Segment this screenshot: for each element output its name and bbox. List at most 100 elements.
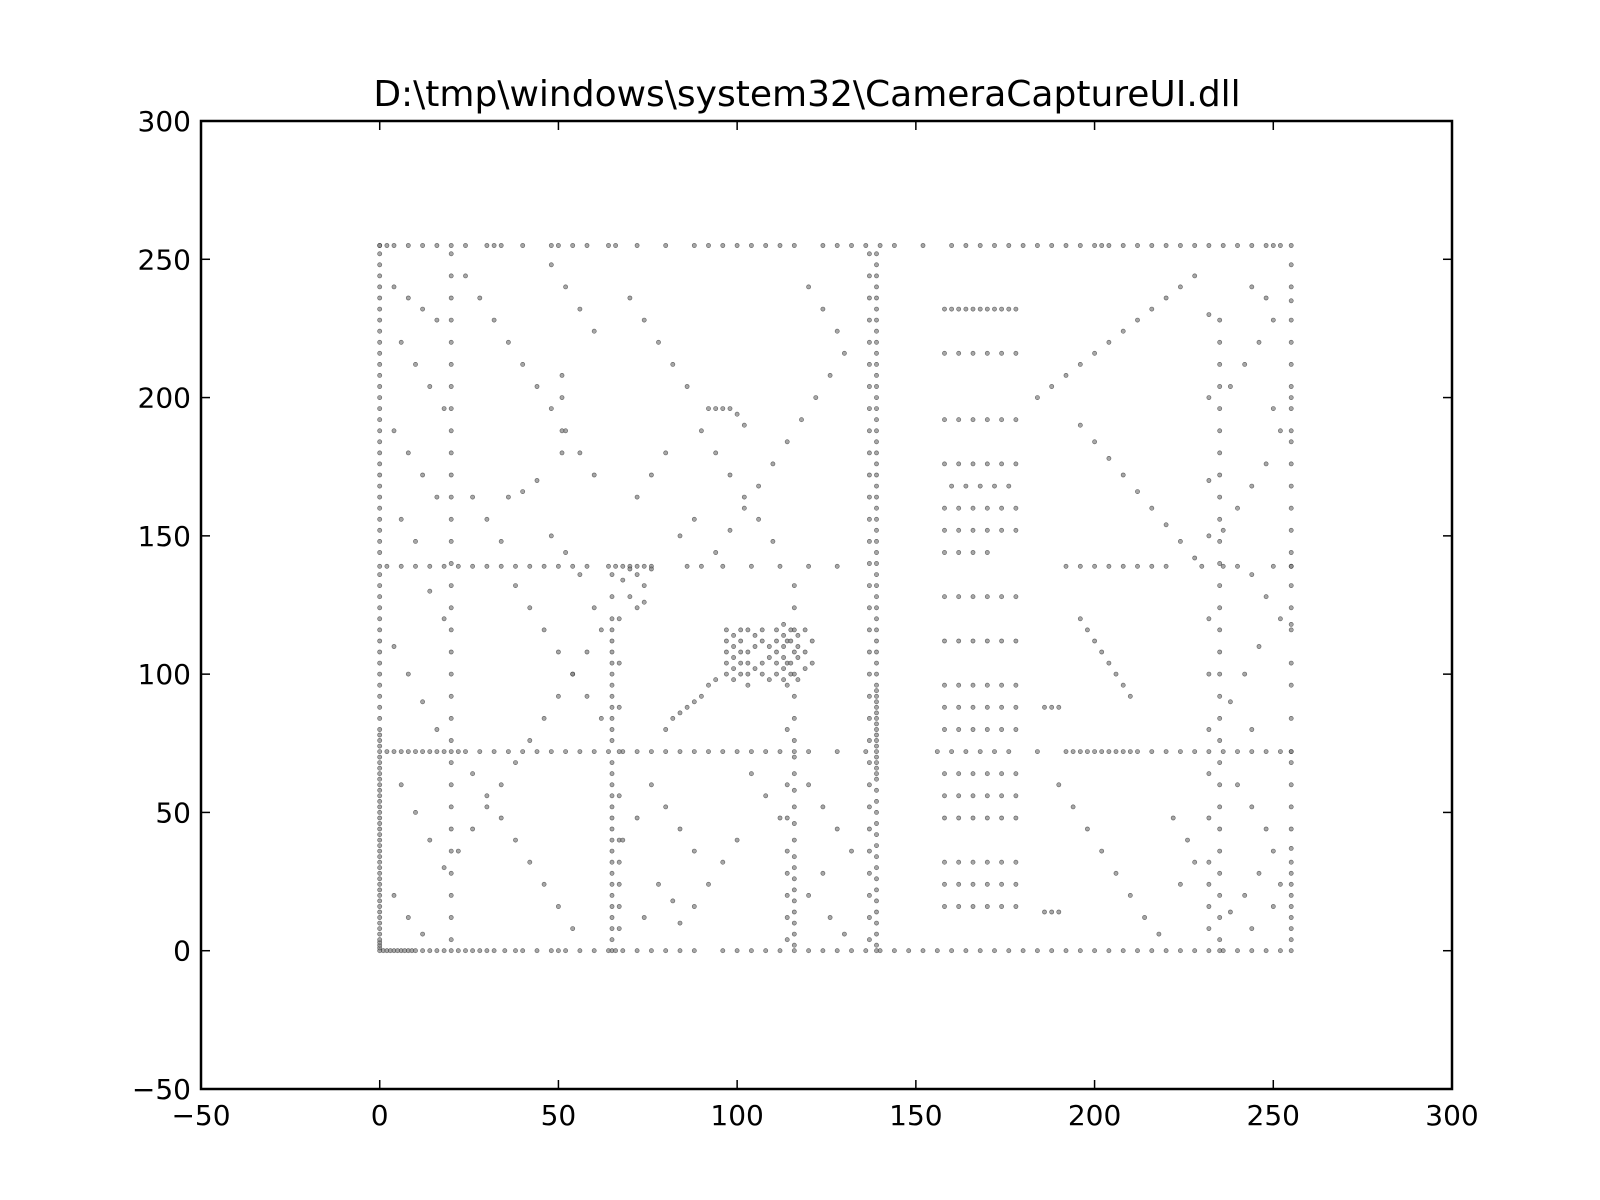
data-point — [867, 649, 872, 655]
data-point — [738, 649, 744, 655]
data-point — [874, 754, 879, 760]
data-point — [874, 716, 879, 721]
data-point — [1035, 243, 1040, 248]
data-point — [867, 406, 872, 411]
data-point — [609, 782, 615, 788]
data-point — [1085, 749, 1090, 754]
data-point — [606, 749, 611, 754]
data-point — [570, 671, 576, 677]
data-point — [956, 682, 962, 688]
data-point — [874, 699, 879, 705]
data-point — [1063, 948, 1069, 954]
data-point — [1288, 926, 1294, 931]
data-point — [663, 243, 669, 248]
data-point — [867, 339, 872, 345]
data-point — [1263, 243, 1269, 248]
data-point — [1092, 350, 1097, 356]
data-point — [1235, 749, 1240, 754]
data-point — [1106, 563, 1112, 569]
data-point — [377, 649, 383, 655]
data-point — [806, 782, 811, 788]
data-point — [377, 870, 383, 876]
data-point — [784, 870, 790, 876]
data-point — [720, 243, 726, 248]
data-point — [634, 563, 640, 569]
data-point — [641, 563, 647, 569]
data-point — [377, 876, 383, 882]
data-point — [1013, 527, 1019, 533]
data-point — [942, 815, 947, 821]
data-point — [377, 931, 383, 937]
data-point — [1120, 243, 1126, 248]
data-point — [745, 660, 751, 666]
data-point — [1217, 539, 1223, 544]
data-point — [1217, 339, 1223, 345]
data-point — [1206, 395, 1212, 400]
data-point — [377, 671, 383, 677]
data-point — [1288, 660, 1294, 666]
data-point — [802, 627, 808, 633]
data-point — [834, 563, 840, 569]
data-point — [745, 627, 751, 633]
data-point — [616, 660, 622, 666]
data-point — [448, 583, 454, 588]
data-point — [620, 563, 626, 569]
data-point — [942, 461, 947, 467]
data-point — [956, 594, 962, 600]
data-point — [1217, 671, 1223, 677]
data-point — [956, 638, 962, 644]
data-point — [591, 605, 597, 611]
data-point — [598, 716, 604, 721]
data-point — [1099, 749, 1105, 754]
data-point — [616, 881, 622, 887]
data-point — [1006, 749, 1012, 754]
data-point — [949, 306, 954, 312]
data-point — [1206, 815, 1212, 821]
data-point — [448, 494, 454, 500]
data-point — [867, 693, 872, 699]
data-point — [377, 859, 383, 865]
data-point — [874, 721, 879, 727]
data-point — [1042, 704, 1047, 710]
data-point — [520, 361, 526, 367]
data-point — [455, 749, 461, 754]
data-point — [774, 671, 779, 677]
data-point — [463, 948, 468, 954]
data-point — [874, 494, 879, 500]
data-point — [427, 837, 433, 843]
data-point — [634, 749, 640, 754]
data-point — [691, 516, 697, 522]
data-point — [377, 638, 383, 644]
data-point — [781, 633, 786, 638]
data-point — [956, 527, 962, 533]
data-point — [691, 848, 697, 854]
data-point — [791, 942, 797, 948]
data-point — [724, 638, 729, 644]
data-point — [984, 771, 990, 777]
data-point — [942, 793, 947, 799]
data-point — [377, 937, 383, 943]
data-point — [874, 284, 879, 290]
data-point — [713, 406, 719, 411]
data-point — [559, 395, 565, 400]
data-point — [520, 948, 526, 954]
data-point — [788, 627, 794, 633]
data-point — [434, 749, 440, 754]
data-point — [984, 881, 990, 887]
data-point — [1242, 361, 1248, 367]
data-point — [477, 749, 483, 754]
data-point — [1288, 937, 1294, 943]
data-point — [448, 273, 454, 279]
data-point — [1106, 455, 1112, 461]
data-point — [849, 243, 854, 248]
data-point — [377, 754, 383, 760]
data-point — [791, 716, 797, 721]
data-point — [849, 948, 854, 954]
data-point — [724, 649, 729, 655]
data-point — [377, 627, 383, 633]
data-point — [874, 909, 879, 915]
data-point — [577, 749, 583, 754]
data-point — [867, 494, 872, 500]
data-point — [377, 428, 383, 434]
data-point — [1217, 760, 1223, 765]
